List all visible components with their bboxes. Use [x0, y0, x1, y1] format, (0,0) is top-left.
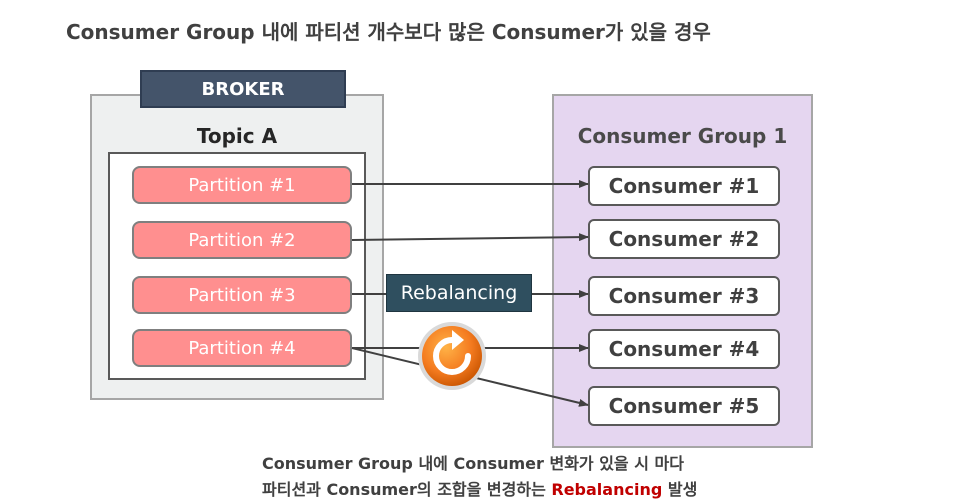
arrow-p2-c2 — [351, 233, 589, 242]
partition-1: Partition #1 — [132, 166, 352, 204]
page-title: Consumer Group 내에 파티션 개수보다 많은 Consumer가 … — [66, 20, 711, 44]
consumer-4: Consumer #4 — [588, 329, 780, 369]
rebalancing-tag: Rebalancing — [386, 274, 532, 312]
partition-3: Partition #3 — [132, 276, 352, 314]
consumer-2: Consumer #2 — [588, 219, 780, 259]
consumer-group-label: Consumer Group 1 — [577, 124, 788, 148]
consumer-3: Consumer #3 — [588, 276, 780, 316]
caption-line-2: 파티션과 Consumer의 조합을 변경하는 Rebalancing 발생 — [262, 476, 822, 500]
partition-2: Partition #2 — [132, 221, 352, 259]
caption-rebalancing-highlight: Rebalancing — [551, 480, 663, 499]
broker-label: BROKER — [140, 70, 346, 108]
consumer-1: Consumer #1 — [588, 166, 780, 206]
caption-line-1: Consumer Group 내에 Consumer 변화가 있을 시 마다 — [262, 454, 684, 473]
topic-label: Topic A — [196, 124, 278, 148]
caption-line-2-suffix: 발생 — [662, 480, 698, 499]
refresh-icon — [418, 322, 486, 390]
caption-line-2-prefix: 파티션과 Consumer의 조합을 변경하는 — [262, 480, 552, 499]
consumer-5: Consumer #5 — [588, 386, 780, 426]
partition-4: Partition #4 — [132, 329, 352, 367]
